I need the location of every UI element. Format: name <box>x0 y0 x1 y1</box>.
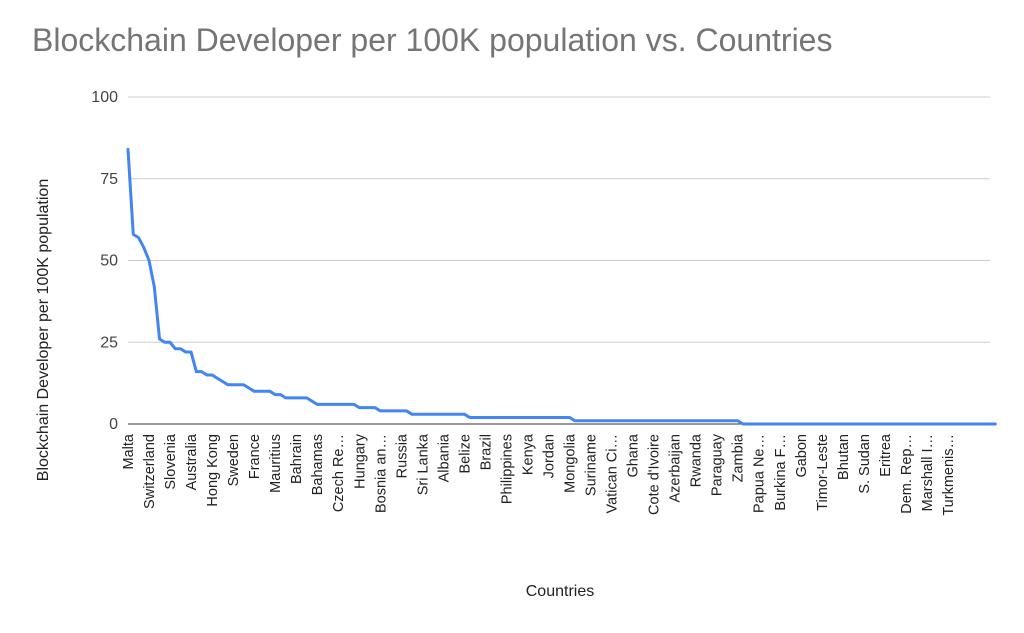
x-tick-label: Kenya <box>520 433 536 475</box>
x-tick-label: Marshall I… <box>920 434 936 511</box>
x-tick-label: Philippines <box>499 434 515 504</box>
x-tick-label: Bosnia an… <box>373 434 389 513</box>
x-tick-label: Bahamas <box>310 434 326 495</box>
gridlines <box>128 96 990 425</box>
x-tick-label: Sri Lanka <box>415 433 431 495</box>
x-tick-label: Burkina F… <box>773 434 789 511</box>
x-tick-label: Malta <box>121 433 137 469</box>
y-tick-label: 75 <box>100 171 118 188</box>
y-axis-ticks: 0 25 50 75 100 <box>91 89 118 433</box>
x-tick-label: Brazil <box>478 434 494 470</box>
x-tick-label: Cote d'Ivoire <box>647 434 663 515</box>
x-tick-label: Timor-Leste <box>815 434 831 511</box>
x-tick-label: Vatican Ci… <box>605 434 621 514</box>
x-tick-label: Papua Ne… <box>752 434 768 513</box>
x-tick-label: Eritrea <box>878 433 894 477</box>
series-layer <box>126 147 997 426</box>
x-tick-label: Hong Kong <box>205 434 221 507</box>
x-tick-label: Czech Re… <box>331 434 347 512</box>
x-tick-label: Gabon <box>794 434 810 478</box>
x-tick-label: Turkmenis… <box>941 434 957 516</box>
series-line <box>126 147 997 426</box>
x-tick-label: Bahrain <box>289 434 305 484</box>
x-tick-label: Dem. Rep… <box>899 434 915 514</box>
y-tick-label: 25 <box>100 334 118 351</box>
x-tick-label: Slovenia <box>163 433 179 490</box>
x-tick-label: Australia <box>184 433 200 490</box>
x-tick-label: Bhutan <box>836 434 852 480</box>
x-tick-label: Suriname <box>584 434 600 496</box>
x-tick-label: Zambia <box>731 433 747 482</box>
x-tick-label: Albania <box>436 433 452 482</box>
x-tick-label: Sweden <box>226 434 242 486</box>
chart-title: Blockchain Developer per 100K population… <box>32 22 833 58</box>
x-tick-label: Rwanda <box>689 433 705 487</box>
x-axis-ticks: Malta Switzerland Slovenia Australia Hong Ko… <box>121 433 957 516</box>
x-tick-label: S. Sudan <box>857 434 873 494</box>
x-tick-label: Hungary <box>352 433 368 489</box>
x-tick-label: France <box>247 434 263 479</box>
x-tick-label: Belize <box>457 434 473 474</box>
x-tick-label: Azerbaijan <box>668 434 684 503</box>
x-tick-label: Jordan <box>541 434 557 478</box>
x-tick-label: Paraguay <box>710 433 726 496</box>
y-tick-label: 50 <box>100 253 118 270</box>
x-tick-label: Russia <box>394 433 410 478</box>
y-tick-label: 0 <box>109 416 118 433</box>
y-tick-label: 100 <box>91 89 118 106</box>
x-tick-label: Mongolia <box>563 433 579 493</box>
x-axis-title: Countries <box>526 583 594 600</box>
x-tick-label: Switzerland <box>142 434 158 509</box>
y-axis-title: Blockchain Developer per 100K population <box>35 179 52 481</box>
x-tick-label: Ghana <box>626 433 642 477</box>
x-tick-label: Mauritius <box>268 434 284 493</box>
